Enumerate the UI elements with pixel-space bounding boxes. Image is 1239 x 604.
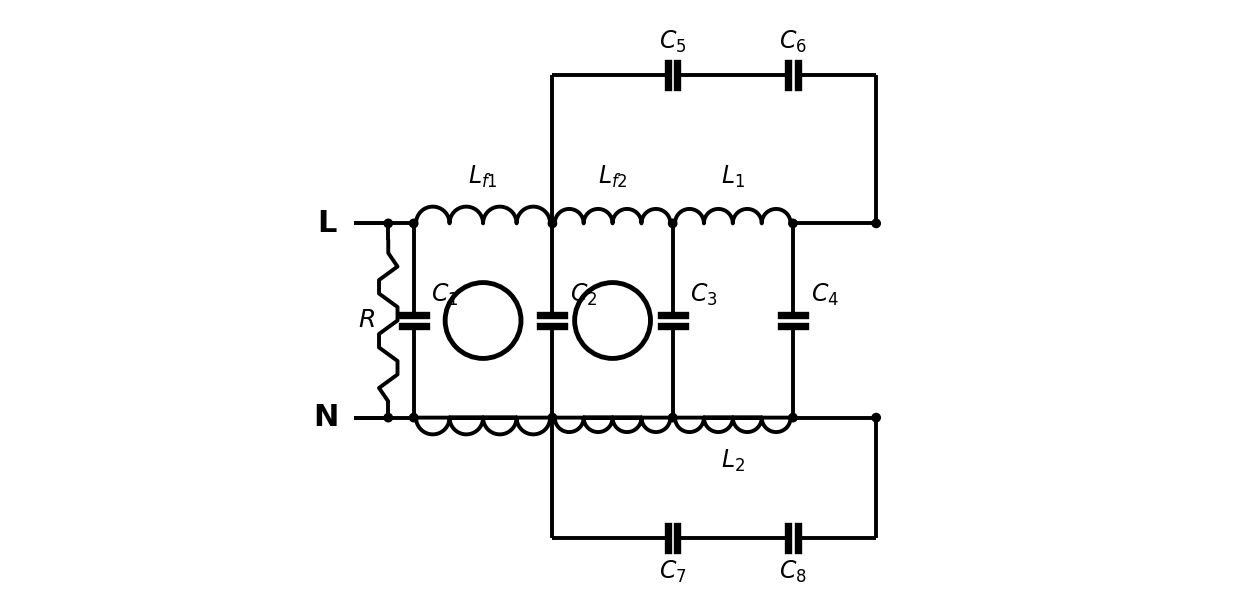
Text: $C_7$: $C_7$ (659, 559, 686, 585)
Text: $\mathbf{L}$: $\mathbf{L}$ (317, 208, 337, 239)
Circle shape (384, 414, 393, 422)
Circle shape (384, 219, 393, 228)
Text: $C_5$: $C_5$ (659, 28, 686, 54)
Text: $L_2$: $L_2$ (721, 448, 745, 474)
Text: $L_{f1}$: $L_{f1}$ (468, 164, 498, 190)
Circle shape (549, 414, 556, 422)
Text: $R$: $R$ (358, 309, 375, 332)
Text: $C_1$: $C_1$ (431, 282, 458, 308)
Circle shape (789, 414, 797, 422)
Circle shape (872, 219, 881, 228)
Circle shape (410, 414, 418, 422)
Text: $C_8$: $C_8$ (779, 559, 807, 585)
Text: $L_1$: $L_1$ (721, 164, 745, 190)
Text: $C_3$: $C_3$ (690, 282, 717, 308)
Text: $C_2$: $C_2$ (570, 282, 597, 308)
Circle shape (789, 219, 797, 228)
Text: $\mathbf{N}$: $\mathbf{N}$ (312, 402, 337, 433)
Text: $L_{f2}$: $L_{f2}$ (597, 164, 627, 190)
Text: $C_4$: $C_4$ (810, 282, 839, 308)
Circle shape (410, 219, 418, 228)
Circle shape (872, 414, 881, 422)
Text: $C_6$: $C_6$ (779, 28, 807, 54)
Circle shape (669, 414, 676, 422)
Circle shape (549, 219, 556, 228)
Circle shape (669, 219, 676, 228)
